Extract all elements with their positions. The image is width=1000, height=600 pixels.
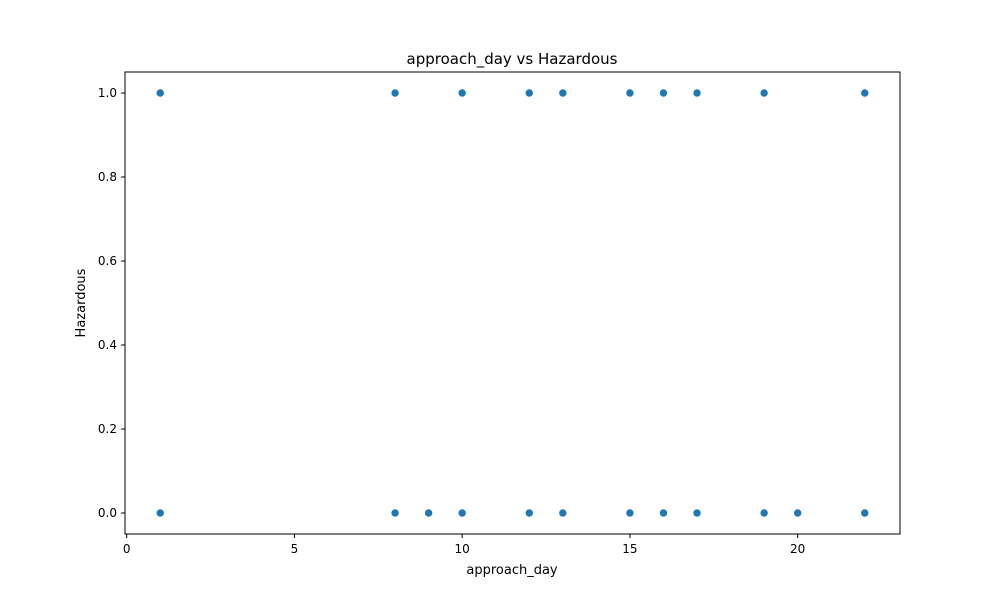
y-tick-label: 0.8: [98, 170, 117, 184]
y-axis-ticks: 0.0 0.2 0.4 0.6 0.8 1.0: [98, 86, 125, 520]
x-tick-label: 20: [790, 542, 805, 556]
scatter-point: [759, 88, 769, 98]
x-axis-ticks: 0 5 10 15 20: [123, 534, 805, 556]
y-axis-label: Hazardous: [74, 268, 89, 337]
scatter-point: [524, 508, 534, 518]
chart-title: approach_day vs Hazardous: [407, 50, 618, 69]
data-points: [155, 88, 870, 518]
scatter-point: [524, 88, 534, 98]
y-tick-label: 0.2: [98, 422, 117, 436]
y-tick-label: 1.0: [98, 86, 117, 100]
scatter-point: [390, 508, 400, 518]
scatter-point: [155, 88, 165, 98]
scatter-point: [759, 508, 769, 518]
scatter-point: [625, 88, 635, 98]
scatter-point: [558, 508, 568, 518]
scatter-point: [659, 88, 668, 98]
x-tick-label: 5: [291, 542, 299, 556]
x-tick-label: 10: [455, 542, 470, 556]
y-tick-label: 0.4: [98, 338, 117, 352]
scatter-point: [457, 88, 467, 98]
scatter-point: [155, 508, 165, 518]
scatter-point: [457, 508, 467, 518]
scatter-point: [692, 88, 702, 98]
scatter-point: [625, 508, 635, 518]
scatter-point: [692, 508, 702, 518]
scatter-point: [390, 88, 400, 98]
x-axis-label: approach_day: [466, 563, 558, 578]
x-tick-label: 15: [622, 542, 637, 556]
scatter-point: [424, 508, 433, 518]
y-tick-label: 0.0: [98, 506, 117, 520]
x-tick-label: 0: [123, 542, 131, 556]
scatter-point: [793, 508, 802, 518]
scatter-point: [558, 88, 568, 98]
plot-area-frame: [124, 71, 901, 535]
scatter-point: [860, 508, 870, 518]
scatter-point: [659, 508, 668, 518]
scatter-point: [860, 88, 870, 98]
y-tick-label: 0.6: [98, 254, 117, 268]
